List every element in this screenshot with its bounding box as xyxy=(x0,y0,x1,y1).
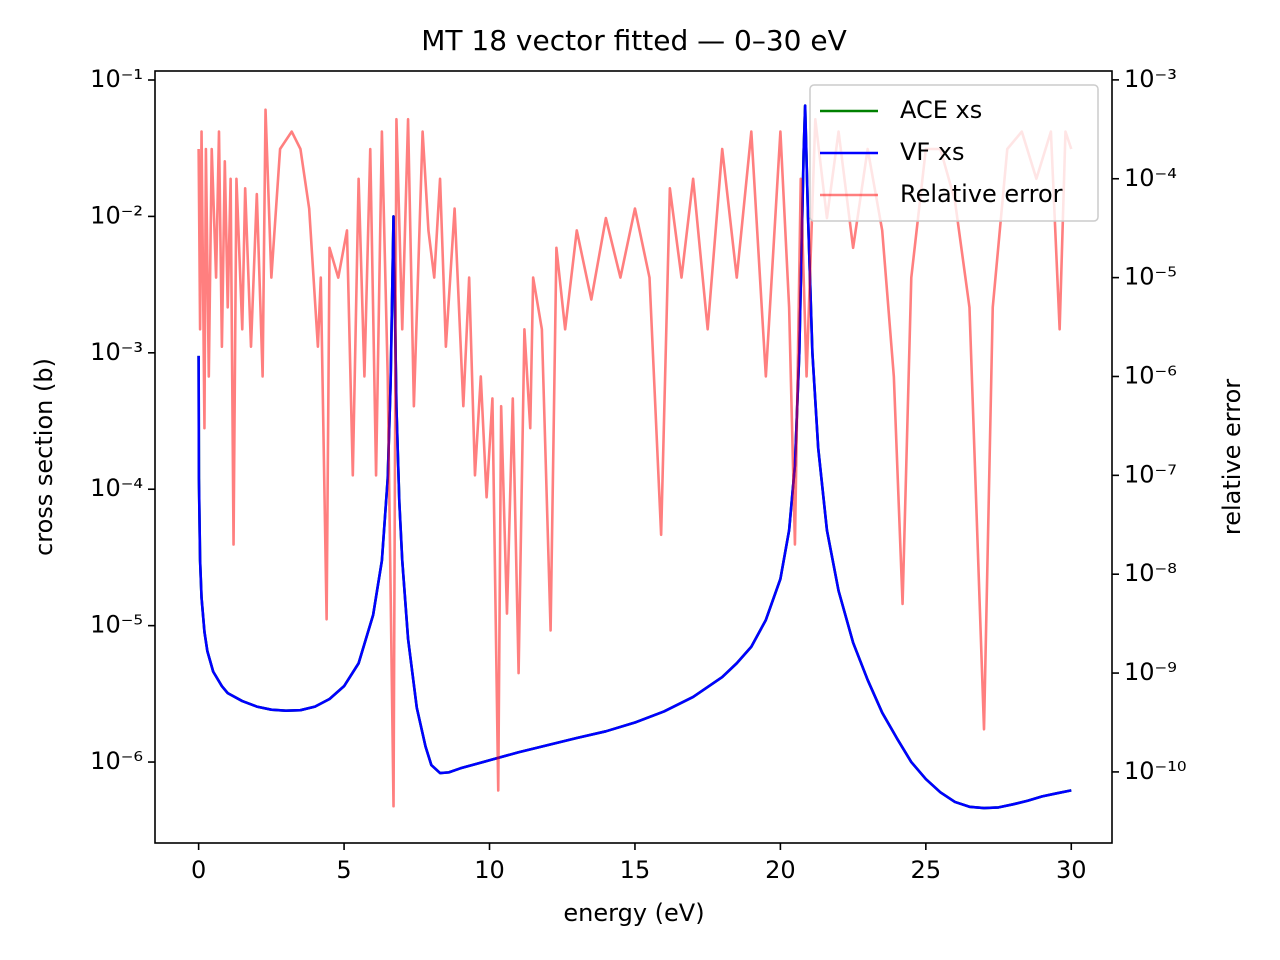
x-tick-label: 30 xyxy=(1056,856,1087,884)
y-axis-label: cross section (b) xyxy=(30,358,58,556)
y-tick-label: 10⁻¹ xyxy=(90,65,143,93)
axes-frame xyxy=(154,70,1113,844)
x-tick-label: 15 xyxy=(620,856,651,884)
y2-tick-label: 10⁻⁷ xyxy=(1124,460,1177,488)
y2-tick-label: 10⁻⁵ xyxy=(1124,263,1177,291)
y-tick-label: 10⁻⁵ xyxy=(90,611,143,639)
legend-label: Relative error xyxy=(900,180,1063,208)
y2-tick-label: 10⁻³ xyxy=(1124,65,1177,93)
x-tick-label: 0 xyxy=(191,856,206,884)
y-tick-label: 10⁻⁶ xyxy=(90,747,143,775)
y-tick-label: 10⁻⁴ xyxy=(90,474,143,502)
x-tick-label: 5 xyxy=(336,856,351,884)
y-tick-label: 10⁻² xyxy=(90,201,143,229)
x-tick-label: 25 xyxy=(911,856,942,884)
x-tick-label: 10 xyxy=(474,856,505,884)
y2-axis-label: relative error xyxy=(1218,379,1246,535)
y2-tick-label: 10⁻⁶ xyxy=(1124,361,1177,389)
x-axis-label: energy (eV) xyxy=(563,899,704,927)
series-line xyxy=(197,104,1072,810)
y2-tick-label: 10⁻¹⁰ xyxy=(1124,757,1186,785)
y-tick-label: 10⁻³ xyxy=(90,338,143,366)
x-tick-label: 20 xyxy=(765,856,796,884)
legend-label: ACE xs xyxy=(900,96,982,124)
legend-box xyxy=(809,84,1099,222)
y2-tick-label: 10⁻⁹ xyxy=(1124,658,1177,686)
y2-tick-label: 10⁻⁸ xyxy=(1124,559,1177,587)
chart-title: MT 18 vector fitted — 0–30 eV xyxy=(421,24,847,57)
y2-tick-label: 10⁻⁴ xyxy=(1124,164,1177,192)
legend-label: VF xs xyxy=(900,138,965,166)
